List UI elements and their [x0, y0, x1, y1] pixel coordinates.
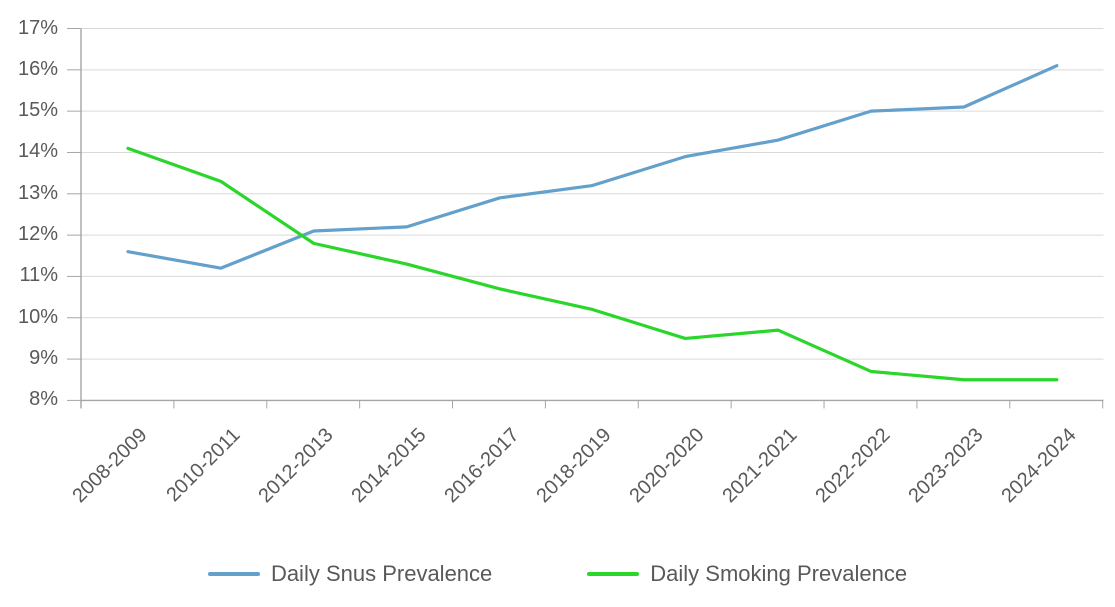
- y-axis-label: 15%: [17, 99, 58, 122]
- legend-item-snus: Daily Snus Prevalence: [207, 561, 493, 587]
- y-axis-label: 9%: [29, 347, 58, 370]
- y-axis-label: 13%: [17, 181, 58, 204]
- y-axis-label: 10%: [17, 305, 58, 328]
- y-axis-label: 8%: [29, 388, 58, 411]
- y-axis-label: 16%: [17, 57, 58, 80]
- y-axis-label: 12%: [17, 223, 58, 246]
- smoking-series-line: [126, 146, 1059, 382]
- chart-plot-area: [67, 28, 1104, 409]
- snus-series-line: [126, 64, 1059, 270]
- legend-label-smoking: Daily Smoking Prevalence: [650, 561, 908, 586]
- y-axis-label: 14%: [17, 140, 58, 163]
- snus-line-swatch: [207, 572, 260, 576]
- smoking-line-swatch: [587, 572, 640, 576]
- y-axis-label: 17%: [17, 16, 58, 39]
- legend-item-smoking: Daily Smoking Prevalence: [587, 561, 907, 587]
- chart-legend: Daily Snus Prevalence Daily Smoking Prev…: [0, 561, 1115, 587]
- y-axis-label: 11%: [19, 264, 58, 287]
- legend-label-snus: Daily Snus Prevalence: [270, 561, 493, 586]
